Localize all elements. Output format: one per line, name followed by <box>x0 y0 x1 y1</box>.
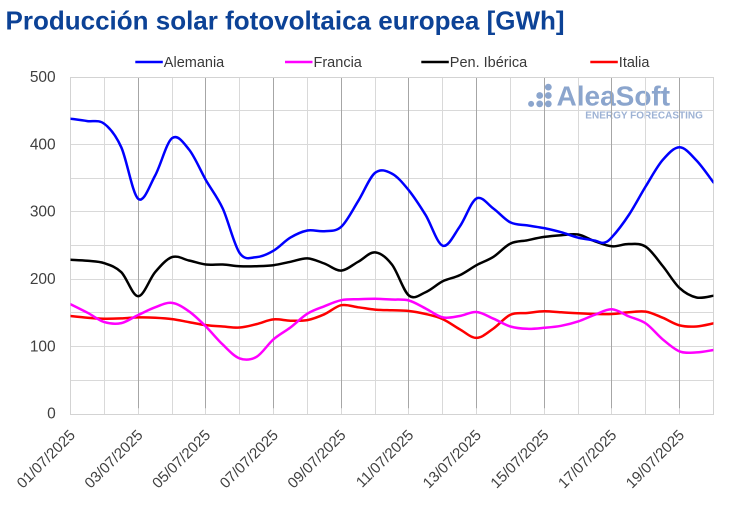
svg-text:0: 0 <box>47 406 56 423</box>
svg-text:100: 100 <box>30 338 56 355</box>
svg-text:Italia: Italia <box>619 55 651 71</box>
svg-text:200: 200 <box>30 271 56 288</box>
svg-text:Alemania: Alemania <box>164 55 225 71</box>
svg-text:ENERGY FORECASTING: ENERGY FORECASTING <box>585 110 703 121</box>
svg-text:300: 300 <box>30 204 56 221</box>
svg-text:Pen. Ibérica: Pen. Ibérica <box>450 55 528 71</box>
svg-text:Francia: Francia <box>314 55 363 71</box>
svg-text:Producción solar fotovoltaica: Producción solar fotovoltaica europea [G… <box>6 6 565 36</box>
svg-text:AleaSoft: AleaSoft <box>557 81 671 112</box>
svg-text:400: 400 <box>30 136 56 153</box>
svg-text:500: 500 <box>30 69 56 86</box>
